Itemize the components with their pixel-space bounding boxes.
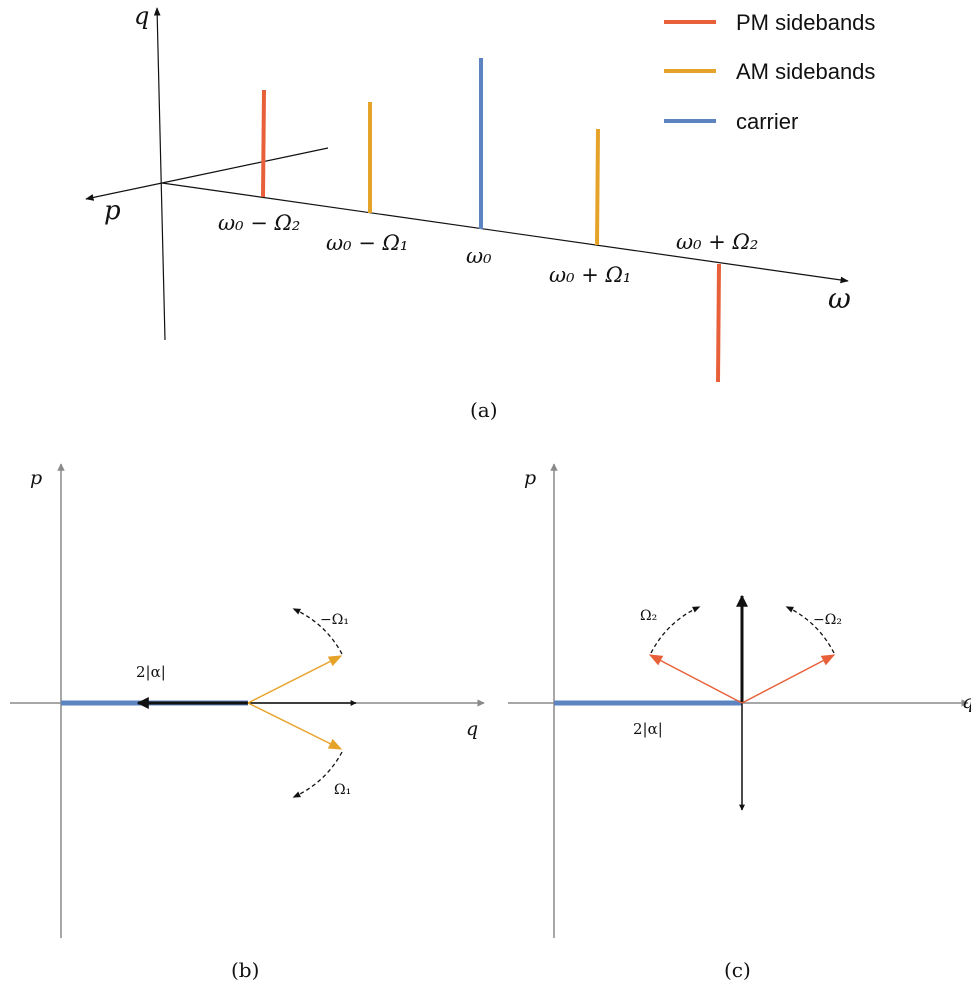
panel-a: q p ω ω₀ − Ω₂ ω₀ − Ω₁ ω₀ ω₀ + Ω₁ ω₀ + Ω₂… [85,2,851,422]
a-label-w0: ω₀ [466,244,492,268]
a-pm-sideband-lower [261,89,266,198]
b-p-label: p [30,467,42,489]
a-q-axis [153,7,166,341]
legend-pm-label: PM sidebands [736,10,875,35]
a-caption: (a) [470,398,498,422]
panel-c: p q Ω₂ −Ω₂ 2|α| (c) [508,463,971,982]
b-amp-label: 2|α| [136,663,166,681]
c-q-label: q [962,691,971,713]
legend-am-label: AM sidebands [736,59,875,84]
c-pm-vector-right [741,654,836,704]
a-label-w0-plus-O2: ω₀ + Ω₂ [676,230,758,254]
c-amp-label: 2|α| [633,720,663,738]
panel-b: p q −Ω₁ Ω₁ 2|α| (b) [10,463,485,982]
legend-carrier-label: carrier [736,109,798,134]
b-rot-top-label: −Ω₁ [320,612,349,628]
c-pm-vector-left [648,654,743,704]
b-am-vector-down [247,702,343,750]
a-omega-label: ω [828,282,851,315]
b-am-vector-up [247,655,343,704]
c-rot-right-label: −Ω₂ [813,612,842,628]
b-q-label: q [466,718,478,740]
b-caption: (b) [231,958,259,982]
a-label-w0-minus-O2: ω₀ − Ω₂ [218,211,300,235]
c-caption: (c) [724,958,751,982]
a-p-label: p [104,196,121,226]
a-label-w0-plus-O1: ω₀ + Ω₁ [549,263,631,287]
a-p-axis-back [161,147,329,184]
a-q-label: q [134,2,149,30]
c-p-label: p [524,467,536,489]
c-rot-left-label: Ω₂ [640,608,657,624]
b-rot-bottom-label: Ω₁ [334,782,351,798]
a-am-sideband-upper [595,128,600,246]
legend: PM sidebands AM sidebands carrier [664,10,875,134]
a-omega-axis [161,182,849,284]
a-p-axis [85,182,163,201]
a-pm-sideband-upper [716,263,721,383]
a-label-w0-minus-O1: ω₀ − Ω₁ [326,231,408,255]
c-rotation-arc-left [650,606,701,654]
